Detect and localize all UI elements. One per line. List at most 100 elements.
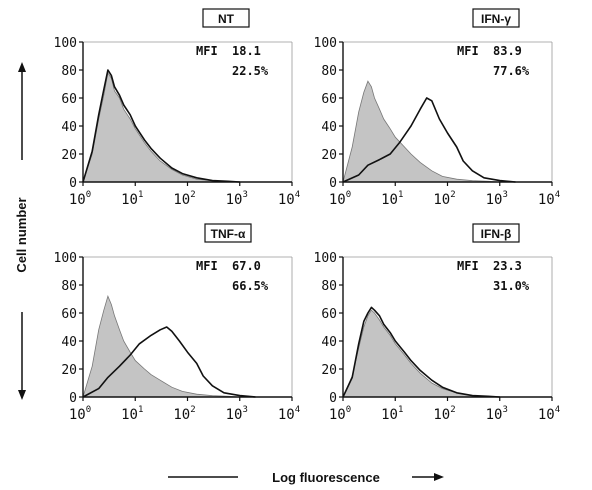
- x-tick-label: 102: [433, 190, 455, 208]
- treatment-label: IFN-γ: [481, 12, 511, 26]
- x-tick-exponent: 4: [295, 405, 300, 415]
- x-tick-label: 100: [69, 190, 91, 208]
- y-axis-title: Cell number: [14, 62, 29, 400]
- x-tick-label: 100: [329, 190, 351, 208]
- y-tick-label: 60: [61, 307, 77, 322]
- y-tick-label: 40: [61, 335, 77, 350]
- mfi-value: 67.0: [232, 259, 261, 273]
- x-tick-exponent: 1: [398, 190, 403, 200]
- percent-positive-value: 66.5%: [232, 279, 269, 293]
- treatment-label: TNF-α: [211, 227, 246, 241]
- y-tick-label: 20: [321, 148, 337, 163]
- x-tick-label: 101: [381, 405, 403, 423]
- mfi-label: MFI: [196, 44, 218, 58]
- x-tick-exponent: 2: [190, 190, 195, 200]
- x-tick-label: 100: [69, 405, 91, 423]
- x-tick-label: 101: [381, 190, 403, 208]
- x-tick-exponent: 2: [450, 190, 455, 200]
- y-tick-label: 0: [329, 176, 337, 191]
- y-tick-label: 60: [321, 307, 337, 322]
- mfi-label: MFI: [457, 44, 479, 58]
- treated-histogram-line: [342, 306, 500, 398]
- y-tick-label: 100: [54, 36, 77, 51]
- y-tick-label: 20: [321, 363, 337, 378]
- x-tick-exponent: 3: [502, 405, 507, 415]
- x-axis-title: Log fluorescence: [168, 470, 444, 485]
- control-histogram-area: [342, 309, 500, 398]
- y-tick-label: 20: [61, 148, 77, 163]
- treatment-label-box: [472, 223, 520, 243]
- y-tick-label: 80: [61, 64, 77, 79]
- x-tick-exponent: 1: [138, 190, 143, 200]
- x-tick-label: 104: [278, 190, 300, 208]
- treated-histogram-line: [342, 97, 516, 183]
- x-tick-exponent: 1: [138, 405, 143, 415]
- x-tick-exponent: 4: [295, 190, 300, 200]
- control-histogram-area: [342, 80, 500, 183]
- y-tick-label: 100: [54, 251, 77, 266]
- x-tick-label: 103: [486, 190, 508, 208]
- y-tick-label: 0: [69, 176, 77, 191]
- y-tick-label: 60: [61, 92, 77, 107]
- x-tick-exponent: 3: [242, 405, 247, 415]
- x-tick-label: 103: [226, 405, 248, 423]
- x-tick-exponent: 0: [86, 190, 91, 200]
- mfi-label: MFI: [196, 259, 218, 273]
- y-tick-label: 40: [321, 120, 337, 135]
- mfi-value: 18.1: [232, 44, 261, 58]
- treated-histogram-line: [82, 326, 256, 398]
- x-tick-exponent: 1: [398, 405, 403, 415]
- x-tick-exponent: 2: [450, 405, 455, 415]
- y-tick-label: 80: [321, 64, 337, 79]
- x-tick-label: 101: [121, 405, 143, 423]
- x-tick-label: 104: [538, 190, 560, 208]
- x-tick-exponent: 0: [346, 190, 351, 200]
- x-tick-label: 102: [173, 190, 195, 208]
- x-tick-label: 100: [329, 405, 351, 423]
- y-tick-label: 100: [314, 36, 337, 51]
- x-axis-arrowhead-right: [434, 473, 444, 481]
- histogram-panel-tnf-alpha: 0 20 40 60 80 100 100 101 102 103 1 0 4 TNF-α MFI 67.0 6…: [54, 223, 300, 423]
- control-histogram-area: [82, 71, 240, 183]
- x-tick-exponent: 2: [190, 405, 195, 415]
- x-tick-exponent: 4: [555, 405, 560, 415]
- percent-positive-value: 77.6%: [493, 64, 530, 78]
- x-tick-label: 103: [486, 405, 508, 423]
- y-tick-label: 0: [329, 391, 337, 406]
- mfi-value: 23.3: [493, 259, 522, 273]
- mfi-value: 83.9: [493, 44, 522, 58]
- y-tick-label: 0: [69, 391, 77, 406]
- y-tick-label: 80: [321, 279, 337, 294]
- x-tick-label: 102: [433, 405, 455, 423]
- y-tick-label: 80: [61, 279, 77, 294]
- x-tick-label: 101: [121, 190, 143, 208]
- y-axis-label: Cell number: [14, 197, 29, 272]
- y-tick-label: 40: [61, 120, 77, 135]
- x-tick-label: 102: [173, 405, 195, 423]
- y-axis-arrowhead-down: [18, 390, 26, 400]
- treatment-label-box: [472, 8, 520, 28]
- treatment-label-box: [204, 223, 252, 243]
- x-tick-exponent: 3: [502, 190, 507, 200]
- y-tick-label: 60: [321, 92, 337, 107]
- x-tick-exponent: 4: [555, 190, 560, 200]
- x-axis-label: Log fluorescence: [272, 470, 380, 485]
- percent-positive-value: 31.0%: [493, 279, 530, 293]
- treatment-label: IFN-β: [481, 227, 512, 241]
- treatment-label-box: [202, 8, 250, 28]
- percent-positive-value: 22.5%: [232, 64, 269, 78]
- x-tick-label: 103: [226, 190, 248, 208]
- y-tick-label: 100: [314, 251, 337, 266]
- y-tick-label: 20: [61, 363, 77, 378]
- x-tick-label: 104: [538, 405, 560, 423]
- mfi-label: MFI: [457, 259, 479, 273]
- x-tick-exponent: 0: [86, 405, 91, 415]
- treatment-label: NT: [218, 12, 235, 26]
- control-histogram-area: [82, 295, 240, 398]
- treated-histogram-line: [82, 69, 240, 183]
- y-axis-arrowhead-up: [18, 62, 26, 72]
